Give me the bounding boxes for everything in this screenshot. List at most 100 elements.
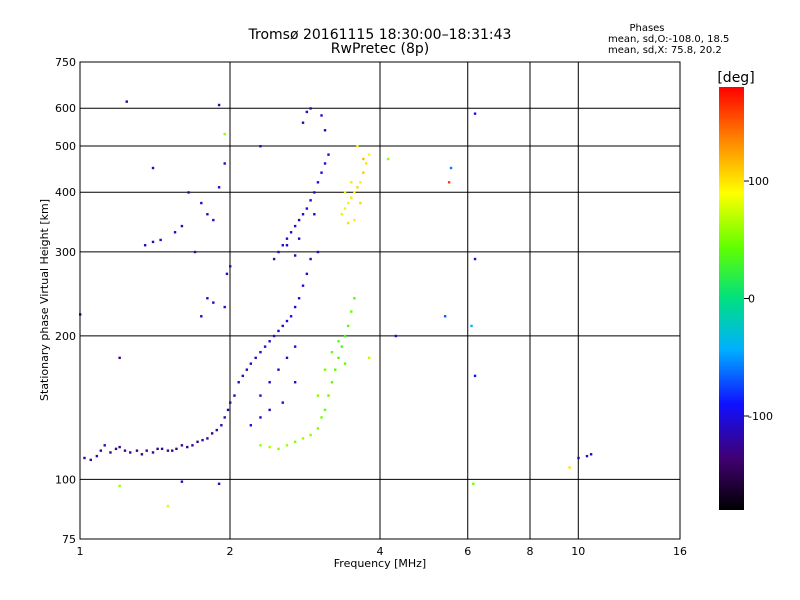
y-tick-label: 300 <box>55 246 76 259</box>
data-point <box>277 368 280 371</box>
data-point <box>272 257 276 261</box>
data-point <box>200 315 203 318</box>
y-tick-label: 200 <box>55 330 76 343</box>
x-tick-label: 6 <box>464 545 471 558</box>
data-point <box>145 449 148 452</box>
data-point <box>206 213 209 216</box>
plot-grid <box>79 61 681 540</box>
data-point <box>160 447 164 451</box>
colorbar-tick-label: 100 <box>748 175 769 188</box>
data-point <box>343 191 347 194</box>
data-point <box>201 438 204 442</box>
data-point <box>193 250 197 254</box>
data-point <box>223 305 226 309</box>
data-point <box>293 345 297 348</box>
data-point <box>320 416 323 419</box>
data-point <box>346 201 350 205</box>
info-line-o: mean, sd,O:-108.0, 18.5 <box>608 34 729 45</box>
data-point <box>309 257 312 261</box>
data-point <box>259 350 262 354</box>
x-axis-ticks: 1 2 4 6 8 10 16 <box>77 545 688 558</box>
info-heading: Phases <box>629 23 664 34</box>
data-point <box>309 107 312 110</box>
chart-subtitle: RwPretec (8p) <box>331 41 429 57</box>
data-point <box>180 444 184 447</box>
data-point <box>229 265 232 268</box>
data-point <box>109 451 112 454</box>
data-point <box>220 424 223 427</box>
data-point <box>293 254 297 257</box>
data-point <box>568 466 571 469</box>
data-point <box>340 345 344 348</box>
x-tick-label: 4 <box>377 545 384 558</box>
data-point <box>473 257 477 261</box>
y-tick-label: 100 <box>55 473 76 486</box>
data-point <box>305 272 309 276</box>
data-point <box>316 427 320 430</box>
data-point <box>301 284 305 287</box>
data-point <box>125 100 128 103</box>
data-point <box>285 356 289 360</box>
data-point <box>343 362 347 365</box>
data-point <box>229 401 232 404</box>
data-point <box>140 453 144 456</box>
data-point <box>323 368 327 371</box>
data-point <box>365 162 368 165</box>
y-tick-label: 750 <box>55 56 76 69</box>
data-point <box>241 374 245 378</box>
data-point <box>206 437 209 440</box>
data-point <box>359 181 362 184</box>
data-point <box>173 231 177 234</box>
data-point <box>180 224 184 228</box>
data-point <box>263 345 267 348</box>
data-point <box>225 272 229 276</box>
data-point <box>187 191 190 194</box>
data-point <box>277 250 280 254</box>
data-points <box>79 100 593 508</box>
data-point <box>259 416 262 419</box>
data-point <box>309 199 312 202</box>
colorbar-ticks: 100 0 -100 <box>744 175 773 423</box>
data-point <box>245 368 249 371</box>
data-point <box>293 305 297 309</box>
data-point <box>585 454 589 458</box>
data-point <box>293 440 297 444</box>
y-tick-label: 400 <box>55 186 76 199</box>
x-tick-label: 8 <box>527 545 534 558</box>
data-point <box>301 437 305 440</box>
data-point <box>259 444 262 447</box>
colorbar-tick-label: 0 <box>748 293 755 306</box>
data-point <box>309 433 312 437</box>
data-point <box>118 484 121 488</box>
x-tick-label: 10 <box>571 545 585 558</box>
data-point <box>443 315 447 318</box>
data-point <box>285 319 289 323</box>
colorbar <box>719 87 744 510</box>
data-point <box>223 162 226 165</box>
data-point <box>217 186 221 189</box>
data-point <box>353 297 356 300</box>
data-point <box>356 144 359 148</box>
data-point <box>196 440 199 444</box>
data-point <box>449 166 453 170</box>
data-point <box>340 213 344 216</box>
data-point <box>285 444 289 447</box>
data-point <box>289 315 293 318</box>
data-point <box>343 334 347 338</box>
data-point <box>223 132 226 136</box>
data-point <box>159 238 162 242</box>
data-point <box>327 394 330 397</box>
data-point <box>316 181 320 184</box>
data-point <box>359 201 362 205</box>
data-point <box>217 482 221 485</box>
data-point <box>281 401 284 404</box>
colorbar-tick-label: -100 <box>748 410 773 423</box>
data-point <box>323 162 327 165</box>
data-point <box>323 129 327 132</box>
data-point <box>212 301 215 304</box>
data-point <box>353 218 356 222</box>
data-point <box>394 334 398 338</box>
data-point <box>330 350 334 354</box>
data-point <box>151 451 155 454</box>
data-point <box>386 157 390 161</box>
